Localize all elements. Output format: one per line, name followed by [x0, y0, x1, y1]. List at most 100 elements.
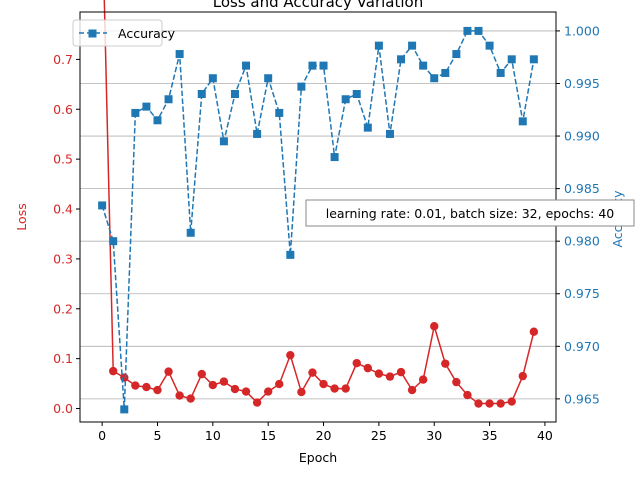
- accuracy-point-26: [385, 129, 394, 138]
- loss-point-4: [142, 382, 151, 392]
- y-left-tick-label-3: 0.3: [53, 251, 73, 266]
- loss-point-32: [452, 377, 461, 387]
- y-left-tick-label-1: 0.1: [53, 351, 73, 366]
- x-tick-label-0: 0: [98, 428, 106, 443]
- x-axis-label: Epoch: [299, 450, 337, 465]
- loss-point-36: [496, 399, 505, 408]
- accuracy-point-33: [463, 26, 472, 35]
- y-right-tick-label-6: 0.995: [564, 76, 600, 91]
- loss-point-21: [330, 384, 339, 393]
- loss-point-7: [175, 391, 184, 400]
- accuracy-point-9: [197, 90, 206, 98]
- x-tick-label-8: 40: [537, 428, 553, 443]
- loss-point-26: [385, 372, 395, 381]
- chart-title: Loss and Accuracy Variation: [213, 0, 423, 11]
- accuracy-point-28: [408, 41, 417, 50]
- x-tick-label-4: 20: [316, 428, 332, 443]
- accuracy-point-29: [419, 61, 428, 70]
- accuracy-point-31: [441, 68, 450, 77]
- axes: 0 5 10 15 20 25 30 35 40 0.0 0.1 0.2 0.3 0.4 0.5 0.6 0.7…: [53, 23, 600, 443]
- loss-point-14: [252, 398, 262, 407]
- y-left-tick-label-4: 0.4: [53, 202, 73, 217]
- loss-point-16: [275, 379, 284, 389]
- accuracy-point-12: [230, 90, 239, 98]
- loss-point-15: [263, 387, 273, 396]
- accuracy-point-5: [153, 116, 162, 125]
- accuracy-point-17: [286, 250, 295, 259]
- loss-point-33: [463, 390, 472, 400]
- loss-point-18: [297, 387, 306, 397]
- y-axis-left-label: Loss: [14, 203, 29, 230]
- y-left-tick-label-5: 0.5: [53, 152, 73, 167]
- accuracy-point-14: [253, 129, 262, 138]
- x-tick-label-1: 5: [154, 428, 162, 443]
- y-left-tick-label-7: 0.7: [53, 52, 73, 67]
- loss-point-39: [529, 327, 539, 336]
- accuracy-point-0: [98, 201, 107, 210]
- accuracy-point-21: [330, 153, 339, 162]
- x-tick-label-5: 25: [371, 428, 387, 443]
- loss-point-27: [396, 367, 406, 377]
- y-right-tick-label-2: 0.975: [564, 286, 600, 301]
- loss-point-22: [341, 384, 350, 393]
- loss-point-3: [131, 381, 140, 390]
- accuracy-point-13: [242, 61, 251, 70]
- y-right-tick-label-5: 0.990: [564, 129, 600, 144]
- y-right-tick-label-7: 1.000: [564, 23, 600, 38]
- y-left-tick-label-6: 0.6: [53, 102, 73, 117]
- y-right-tick-label-4: 0.985: [564, 181, 600, 196]
- accuracy-point-16: [275, 108, 284, 117]
- accuracy-point-25: [374, 41, 383, 50]
- accuracy-point-8: [186, 228, 195, 237]
- accuracy-point-1: [109, 237, 118, 246]
- accuracy-point-6: [164, 95, 173, 104]
- loss-point-38: [518, 371, 527, 381]
- loss-point-23: [352, 358, 361, 368]
- loss-point-34: [474, 399, 483, 408]
- accuracy-point-11: [219, 137, 228, 146]
- legend-frame: [72, 19, 163, 47]
- loss-point-31: [441, 359, 450, 368]
- accuracy-point-7: [175, 50, 184, 59]
- loss-point-8: [186, 394, 195, 403]
- loss-point-19: [308, 368, 317, 377]
- accuracy-point-27: [397, 55, 406, 64]
- y-right-tick-label-1: 0.970: [564, 339, 600, 354]
- legend: Accuracy: [72, 19, 176, 47]
- annotation-box: learning rate: 0.01, batch size: 32, epo…: [305, 199, 635, 227]
- loss-point-37: [507, 397, 516, 406]
- loss-point-20: [319, 379, 328, 389]
- loss-point-1: [109, 366, 118, 376]
- loss-point-29: [418, 375, 428, 384]
- accuracy-point-36: [496, 68, 505, 77]
- accuracy-point-34: [474, 26, 483, 35]
- loss-point-28: [407, 385, 417, 395]
- accuracy-point-19: [308, 61, 317, 70]
- loss-point-13: [241, 387, 251, 396]
- accuracy-point-18: [297, 82, 306, 91]
- y-left-tick-label-2: 0.2: [53, 301, 73, 316]
- accuracy-point-30: [430, 74, 439, 83]
- annotation-frame: [305, 199, 635, 227]
- loss-point-11: [219, 377, 229, 386]
- loss-series-line: [103, 0, 535, 405]
- accuracy-point-35: [485, 41, 494, 50]
- plot-series: [98, 0, 539, 414]
- x-tick-label-3: 15: [260, 428, 276, 443]
- accuracy-point-15: [264, 74, 273, 83]
- loss-point-5: [153, 385, 162, 395]
- loss-point-6: [164, 367, 173, 376]
- loss-point-24: [363, 363, 373, 373]
- legend-label-accuracy: Accuracy: [118, 26, 176, 41]
- annotation-text: learning rate: 0.01, batch size: 32, epo…: [326, 206, 615, 221]
- x-tick-label-6: 30: [426, 428, 442, 443]
- loss-point-30: [430, 322, 439, 331]
- accuracy-point-22: [341, 95, 350, 104]
- loss-point-10: [208, 380, 218, 390]
- y-left-tick-label-0: 0.0: [53, 401, 73, 416]
- loss-point-9: [197, 369, 206, 379]
- accuracy-point-3: [131, 108, 140, 117]
- x-tick-label-7: 35: [482, 428, 498, 443]
- accuracy-point-4: [142, 102, 151, 111]
